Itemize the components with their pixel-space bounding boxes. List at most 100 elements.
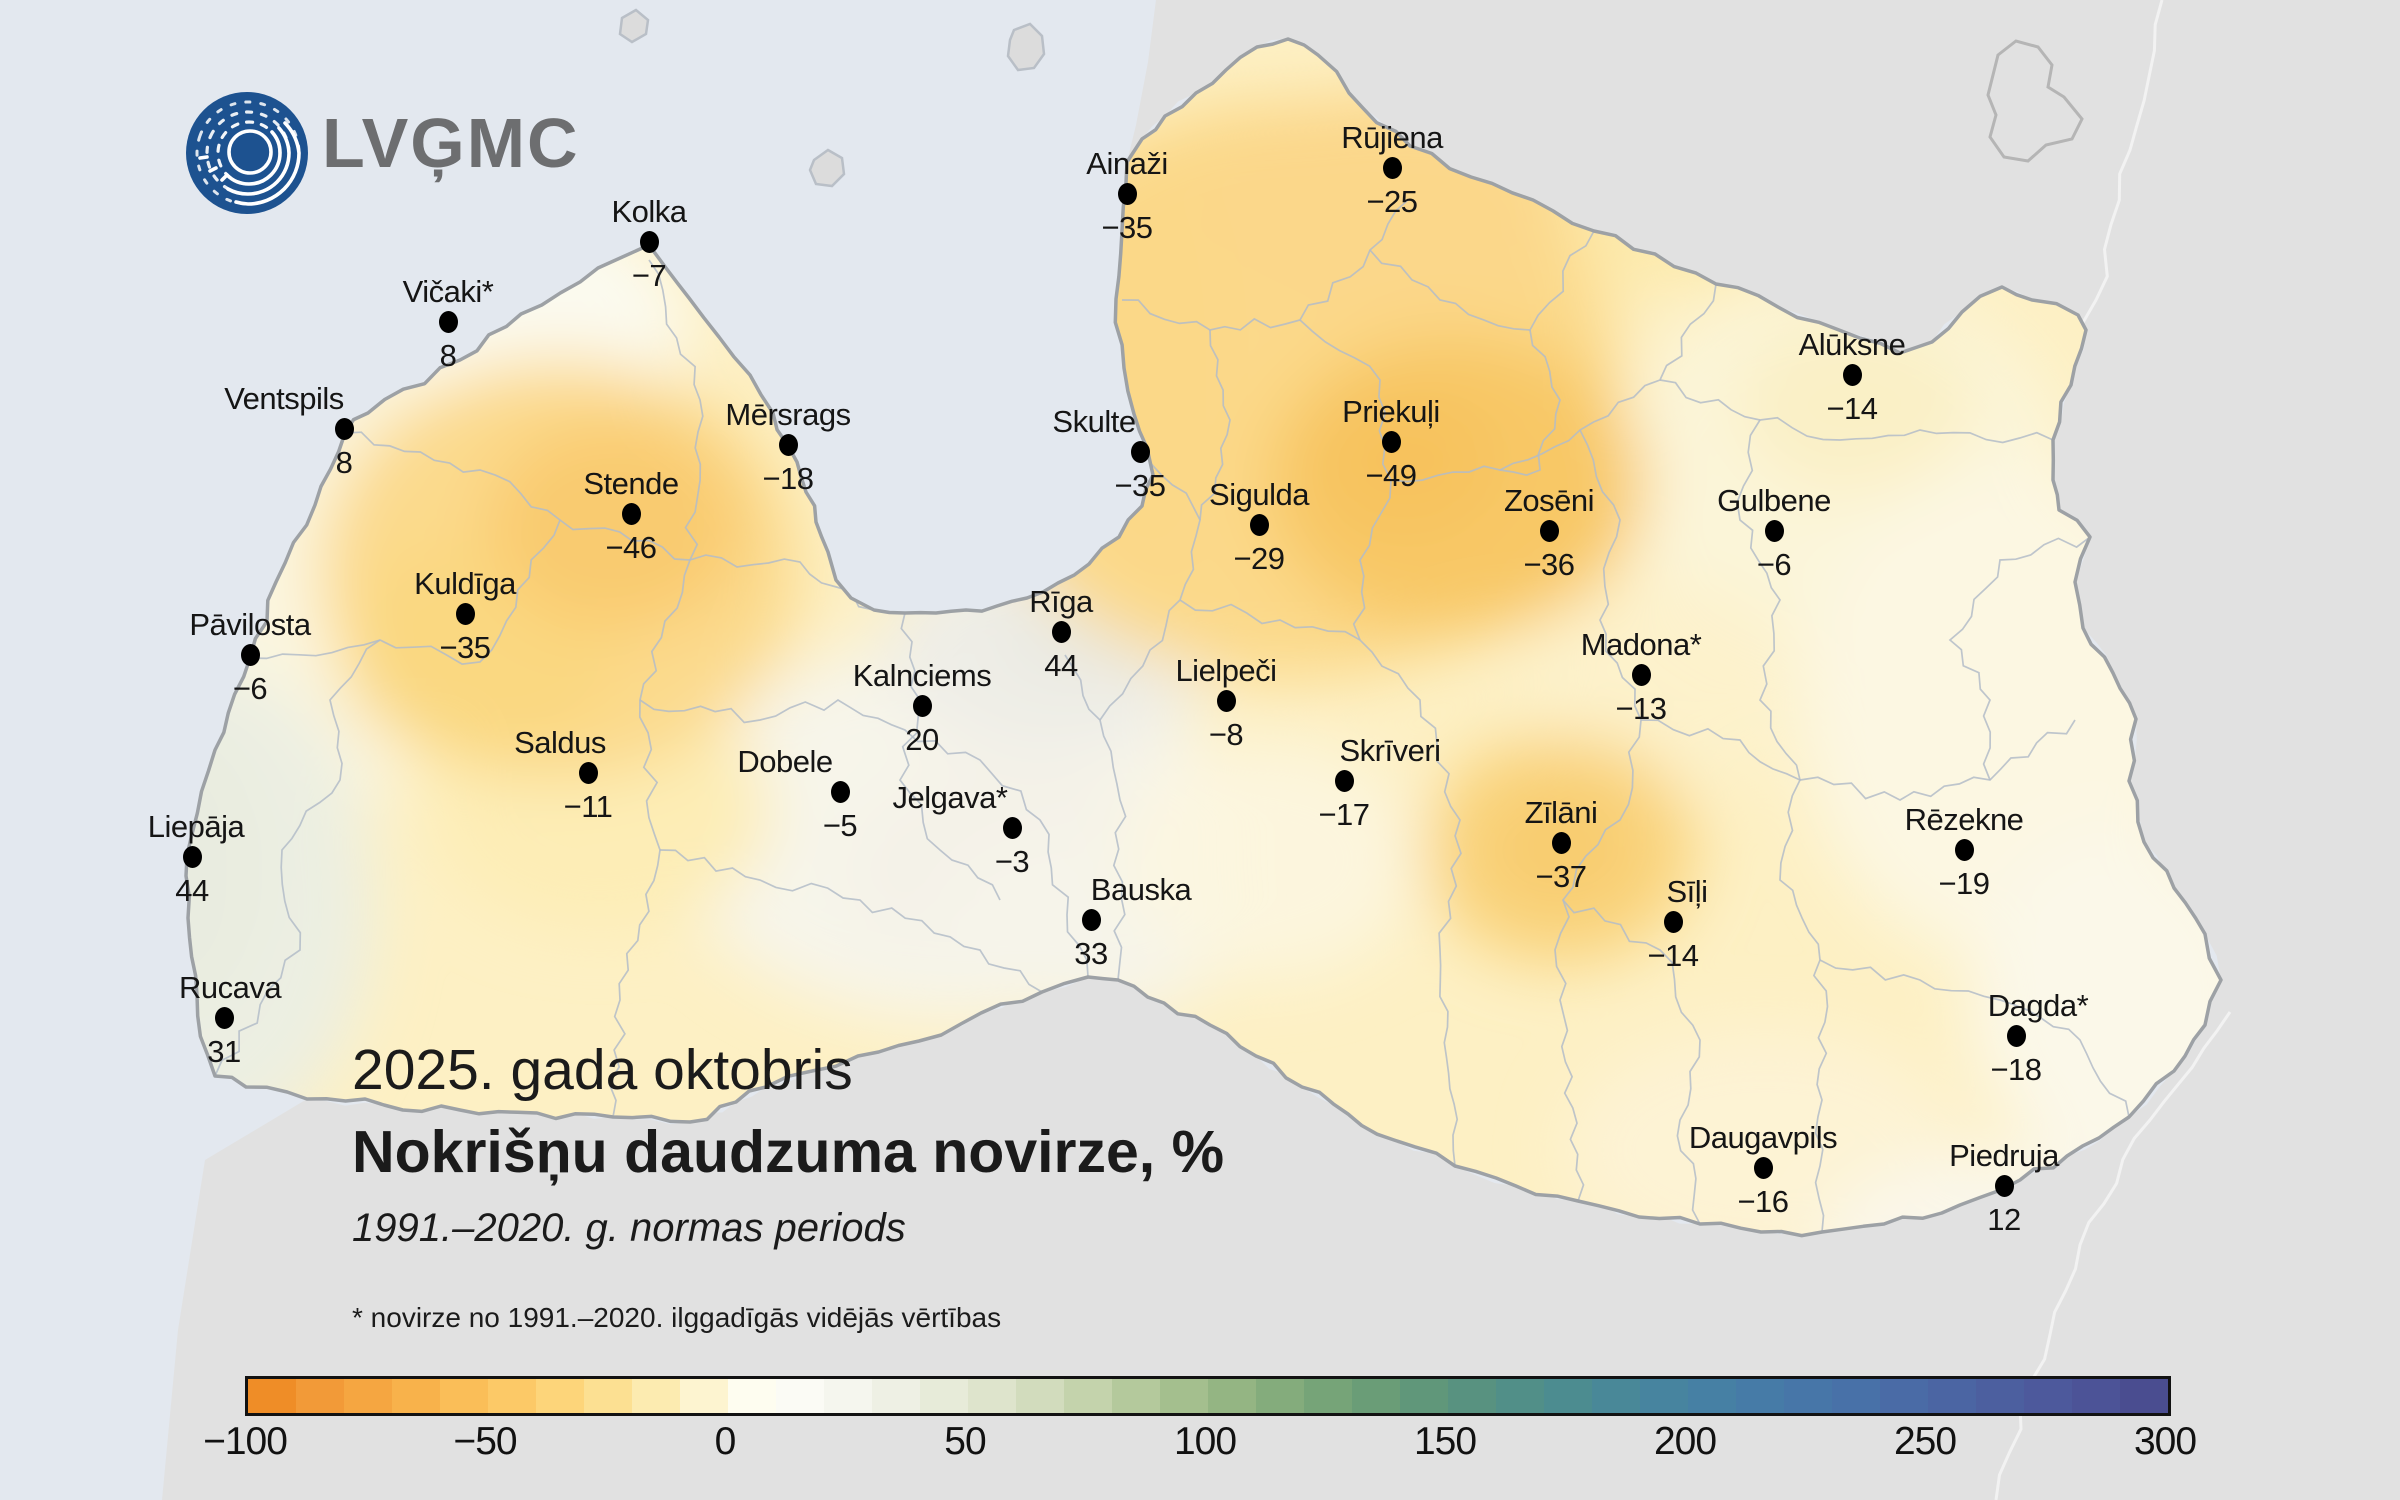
- colorbar-cell: [1400, 1379, 1448, 1413]
- station-value: −35: [1114, 468, 1166, 503]
- shading-blob: [485, 420, 745, 630]
- station-dot: [1382, 157, 1402, 179]
- station-value: −35: [1101, 210, 1153, 245]
- station-label: Alūksne: [1798, 327, 1906, 362]
- colorbar-cell: [488, 1379, 536, 1413]
- station-value: 12: [1987, 1202, 2021, 1237]
- neighbour-countries-area: [162, 0, 2400, 1500]
- station-dot: [1117, 183, 1137, 205]
- station-value: −3: [994, 844, 1030, 879]
- station-value: 20: [905, 722, 939, 757]
- station-dot: [778, 434, 798, 456]
- station-value: −36: [1523, 547, 1575, 582]
- municipality-border: [214, 639, 381, 1077]
- colorbar-cell: [1544, 1379, 1592, 1413]
- station-dot: [455, 603, 475, 625]
- station-value: −18: [1990, 1052, 2042, 1087]
- station-label: Madona*: [1580, 627, 1702, 662]
- station-dot: [1663, 911, 1683, 933]
- station-value: −5: [822, 808, 858, 843]
- colorbar-cell: [1496, 1379, 1544, 1413]
- station-label: Zosēni: [1503, 483, 1595, 518]
- station-dot: [1551, 832, 1571, 854]
- colorbar-cell: [1736, 1379, 1784, 1413]
- station-label: Skulte: [1052, 404, 1136, 439]
- station-label: Sigulda: [1209, 477, 1309, 512]
- station-label: Ventspils: [224, 381, 344, 416]
- map-date-title: 2025. gada oktobris: [352, 1038, 853, 1102]
- colorbar-tick-label: −50: [453, 1420, 517, 1463]
- colorbar-cell: [1016, 1379, 1064, 1413]
- municipality-border: [1179, 599, 1462, 1167]
- municipality-border: [659, 849, 1043, 993]
- municipality-border: [1659, 379, 2054, 444]
- station-label: Kolka: [611, 194, 687, 229]
- colorbar-tick-label: 300: [2133, 1420, 2197, 1463]
- station-label: Vičaki*: [402, 274, 494, 309]
- colorbar-cell: [584, 1379, 632, 1413]
- colorbar-cell: [1112, 1379, 1160, 1413]
- colorbar-tick-label: 150: [1413, 1420, 1477, 1463]
- station-dot: [438, 311, 458, 333]
- lvgmc-logo-text: LVĢMC: [322, 104, 580, 182]
- colorbar-tick-label: 200: [1653, 1420, 1717, 1463]
- municipality-border: [1064, 654, 1127, 981]
- station-label: Dagda*: [1987, 988, 2089, 1023]
- station-dot: [912, 695, 932, 717]
- station-value: −29: [1233, 541, 1285, 576]
- station-value: −14: [1647, 938, 1699, 973]
- municipality-border: [1499, 329, 1561, 476]
- colorbar-cell: [1832, 1379, 1880, 1413]
- colorbar-tick-label: −100: [203, 1420, 288, 1463]
- shading-blob: [1120, 740, 1420, 980]
- station-dot: [214, 1007, 234, 1029]
- station-dot: [1753, 1157, 1773, 1179]
- colorbar-cell: [728, 1379, 776, 1413]
- station-label: Dobele: [737, 744, 833, 779]
- colorbar-cell: [1928, 1379, 1976, 1413]
- station-dot: [1539, 520, 1559, 542]
- station-value: −46: [605, 530, 657, 565]
- station-label: Rucava: [178, 970, 282, 1005]
- station-label: Pāvilosta: [189, 607, 311, 642]
- colorbar-cell: [1592, 1379, 1640, 1413]
- municipality-border: [1299, 319, 1392, 641]
- shading-blob: [1315, 390, 1495, 530]
- station-label: Mērsrags: [725, 397, 851, 432]
- station-label: Skrīveri: [1339, 733, 1441, 768]
- station-dot: [1216, 690, 1236, 712]
- station-value: 8: [439, 338, 457, 373]
- station-value: −14: [1826, 391, 1878, 426]
- colorbar-cell: [1352, 1379, 1400, 1413]
- station-label: Rēzekne: [1904, 802, 2024, 837]
- station-dot: [1334, 770, 1354, 792]
- colorbar-cell: [1640, 1379, 1688, 1413]
- station-label: Kalnciems: [852, 658, 992, 693]
- station-dot: [1842, 364, 1862, 386]
- colorbar-cell: [2024, 1379, 2072, 1413]
- station-label: Kuldīga: [414, 566, 516, 601]
- station-label: Bauska: [1090, 872, 1192, 907]
- station-value: −18: [762, 461, 814, 496]
- station-dot: [182, 846, 202, 868]
- colorbar-cell: [2120, 1379, 2168, 1413]
- station-value: 44: [1044, 648, 1078, 683]
- station-value: −37: [1535, 859, 1587, 894]
- colorbar-tick-label: 50: [944, 1420, 986, 1463]
- municipality-border: [1736, 419, 1829, 1233]
- station-label: Daugavpils: [1688, 1120, 1838, 1155]
- colorbar-cell: [824, 1379, 872, 1413]
- colorbar-cell: [536, 1379, 584, 1413]
- station-value: −17: [1318, 797, 1370, 832]
- colorbar-cell: [632, 1379, 680, 1413]
- map-norm-period: 1991.–2020. g. normas periods: [352, 1206, 906, 1250]
- shading-blob: [1735, 315, 1975, 495]
- municipality-border: [1099, 447, 1201, 721]
- colorbar-cell: [344, 1379, 392, 1413]
- station-dot: [639, 231, 659, 253]
- shading-blob: [186, 720, 270, 1020]
- colorbar-cell: [1256, 1379, 1304, 1413]
- station-value: −11: [563, 789, 613, 824]
- municipality-border: [1562, 899, 1701, 1225]
